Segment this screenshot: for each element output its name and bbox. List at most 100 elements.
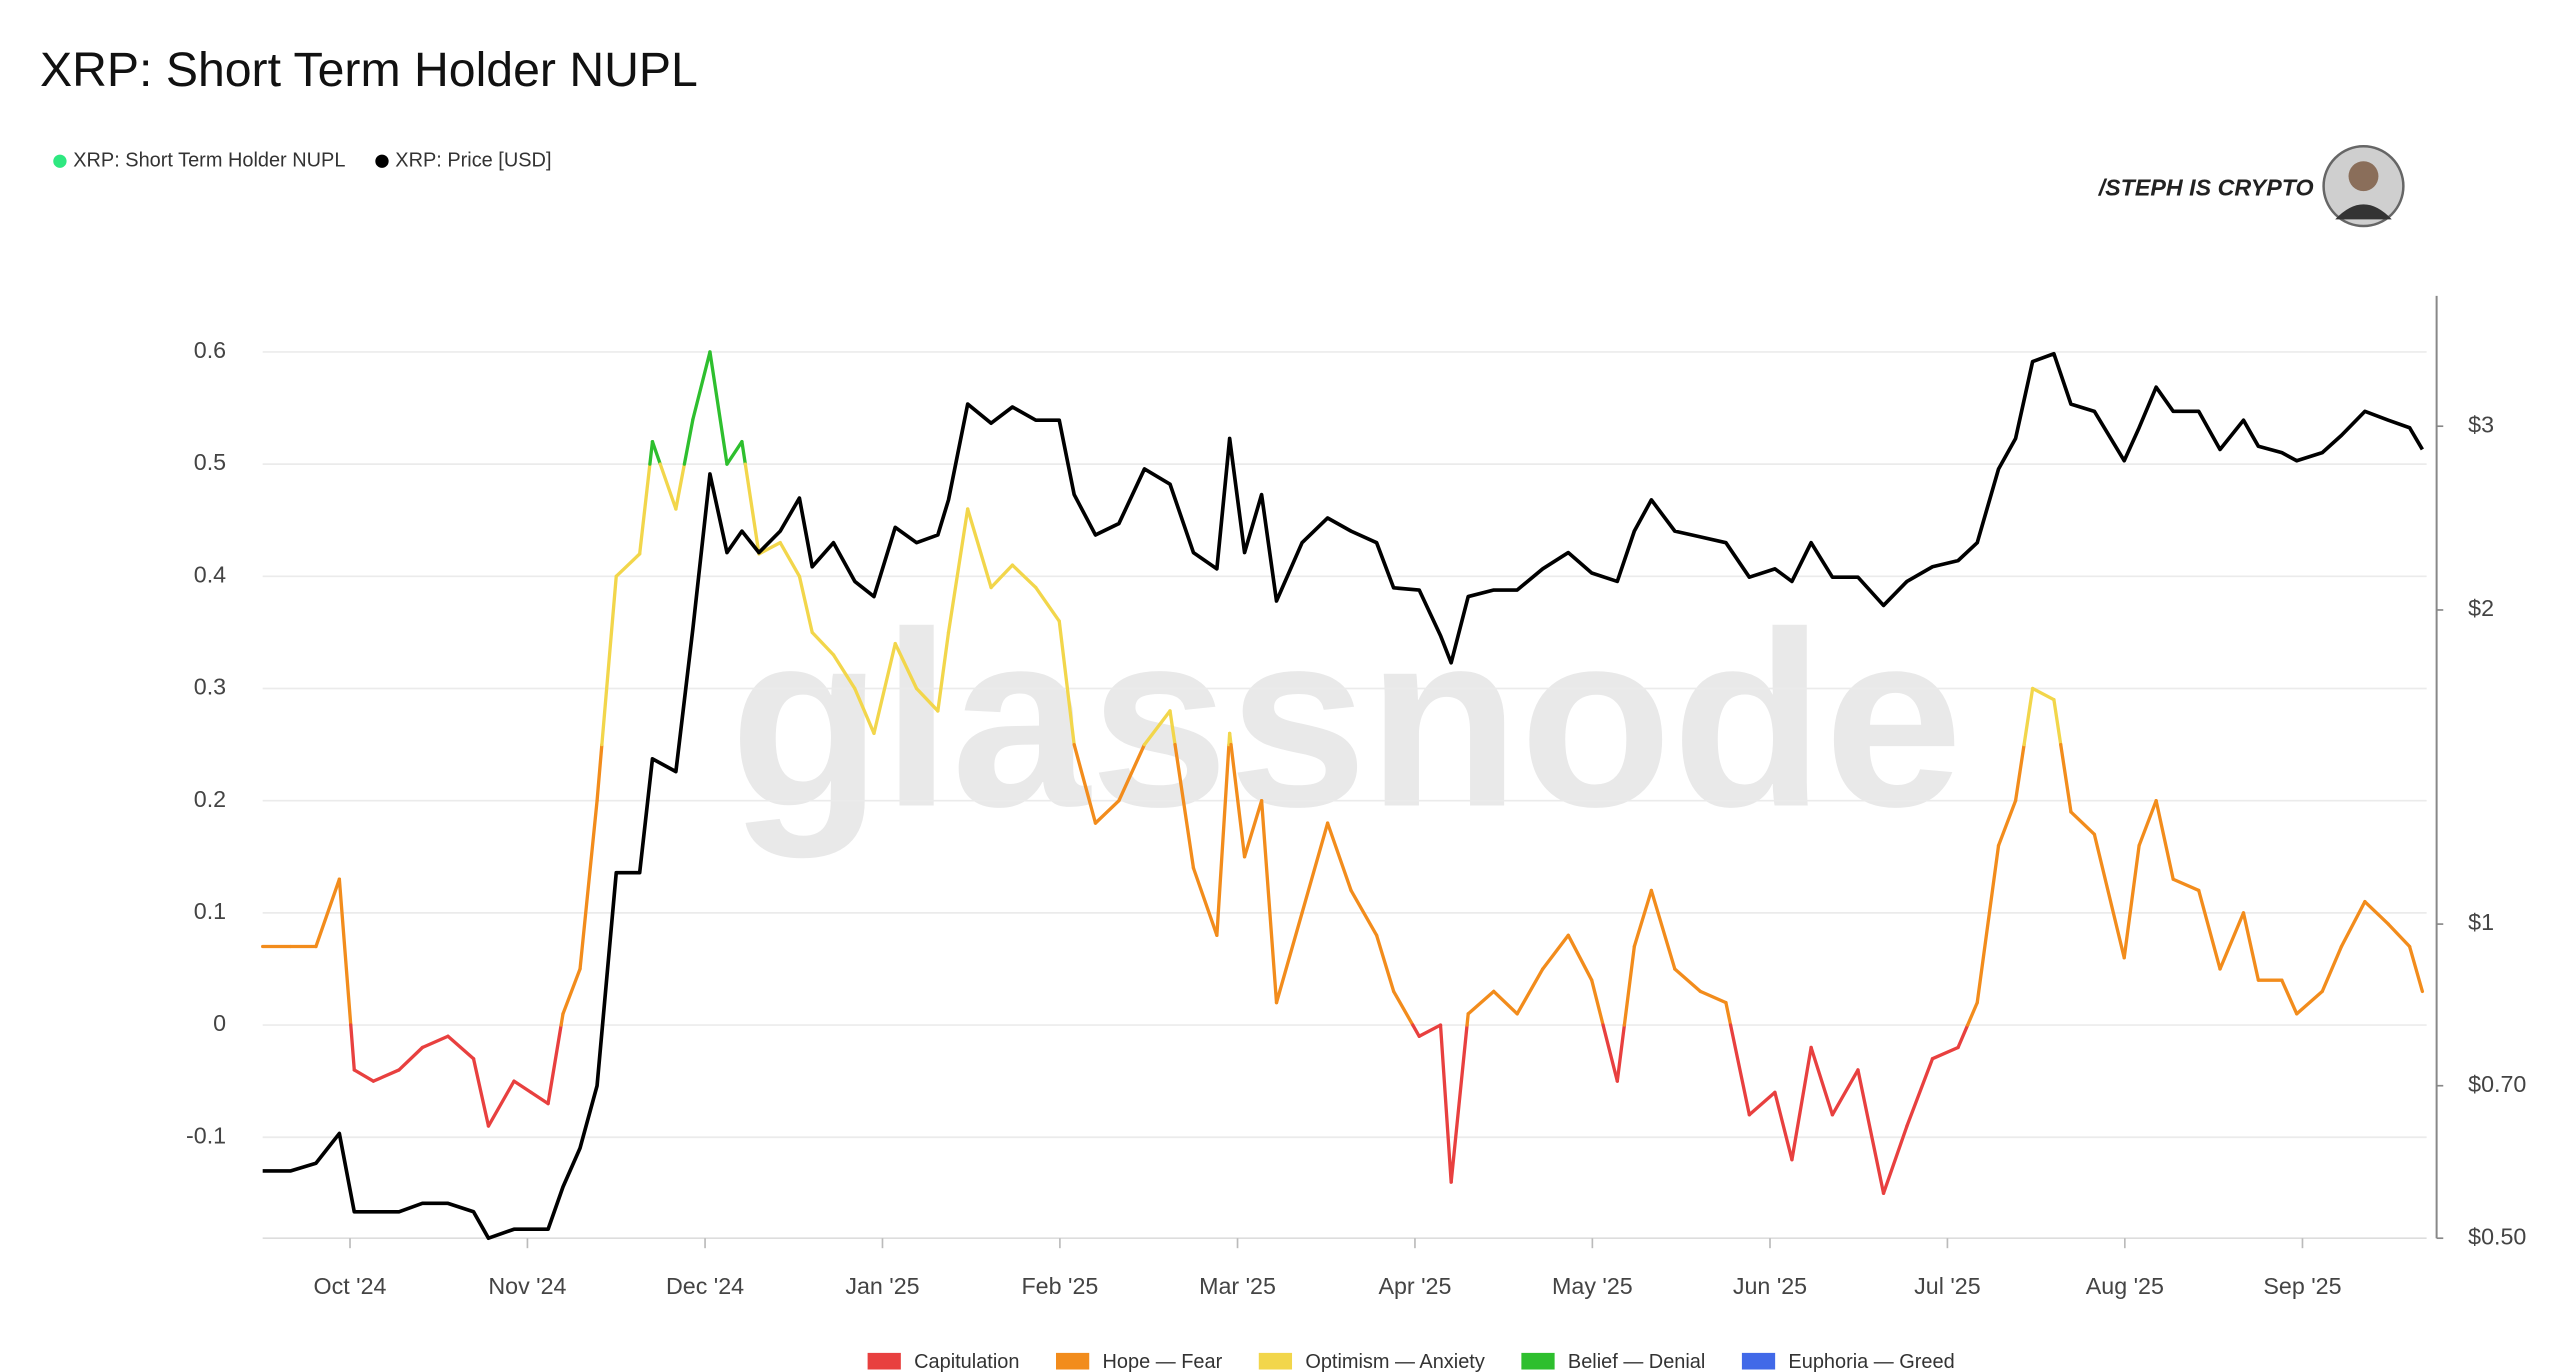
zone-swatch — [1258, 1352, 1293, 1370]
nupl-piece — [1566, 933, 1594, 982]
nupl-segment — [614, 552, 642, 578]
nupl-piece — [810, 630, 836, 657]
nupl-segment — [893, 641, 919, 691]
nupl-segment — [708, 350, 729, 466]
nupl-piece — [2022, 686, 2035, 747]
nupl-piece — [1072, 742, 1098, 825]
chart-title: XRP: Short Term Holder NUPL — [40, 43, 698, 97]
nupl-segment — [740, 440, 761, 556]
y2-tick-label: $0.50 — [2468, 1223, 2526, 1249]
zone-label: Belief — Denial — [1568, 1351, 1705, 1372]
nupl-segment — [2280, 978, 2299, 1016]
nupl-piece — [740, 440, 747, 466]
nupl-piece — [349, 1023, 356, 1072]
x-tick-label: Feb '25 — [1021, 1273, 1098, 1299]
nupl-segment — [674, 417, 695, 511]
nupl-piece — [1010, 563, 1038, 590]
nupl-segment — [1093, 799, 1121, 825]
nupl-piece — [1773, 1090, 1794, 1162]
nupl-segment — [1259, 799, 1279, 1005]
nupl-segment — [1449, 1012, 1470, 1184]
nupl-segment — [989, 563, 1015, 590]
nupl-segment — [1374, 933, 1396, 994]
nupl-segment — [371, 1068, 401, 1083]
nupl-segment — [1466, 989, 1496, 1016]
nupl-piece — [546, 1023, 563, 1106]
nupl-piece — [1034, 585, 1061, 623]
nupl-piece — [2013, 742, 2026, 803]
nupl-segment — [1698, 989, 1728, 1005]
nupl-segment — [650, 440, 678, 511]
zone-label: Optimism — Anxiety — [1305, 1351, 1485, 1372]
nupl-segment — [1590, 978, 1619, 1083]
nupl-segment — [578, 799, 599, 971]
nupl-segment — [1856, 1068, 1886, 1195]
nupl-piece — [2137, 799, 2158, 848]
zone-swatch — [1521, 1352, 1555, 1370]
nupl-piece — [2241, 911, 2261, 982]
y-tick-label: 0 — [213, 1010, 226, 1036]
zone-label: Euphoria — Greed — [1788, 1351, 1954, 1372]
nupl-piece — [578, 799, 599, 971]
nupl-piece — [561, 967, 582, 1016]
nupl-segment — [1515, 967, 1545, 1016]
nupl-piece — [2052, 698, 2063, 747]
nupl-piece — [757, 540, 782, 556]
nupl-segment — [595, 574, 618, 803]
nupl-piece — [1649, 888, 1677, 971]
zone-swatch — [867, 1352, 901, 1370]
nupl-piece — [397, 1045, 425, 1072]
zone-legend-item: Hope — Fear — [1056, 1351, 1223, 1372]
nupl-piece — [600, 574, 618, 747]
nupl-piece — [2069, 810, 2097, 836]
nupl-piece — [674, 462, 687, 511]
x-tick-label: Dec '24 — [666, 1273, 744, 1299]
nupl-segment — [1632, 888, 1654, 949]
nupl-segment — [1566, 933, 1594, 982]
nupl-piece — [1975, 843, 2001, 1005]
nupl-piece — [446, 1034, 476, 1061]
zone-legend-item: Belief — Denial — [1521, 1351, 1705, 1372]
nupl-piece — [1168, 709, 1177, 747]
nupl-segment — [1790, 1045, 1813, 1162]
nupl-piece — [778, 540, 802, 578]
nupl-segment — [420, 1034, 450, 1050]
legend-marker — [53, 154, 67, 168]
avatar-body — [2335, 204, 2392, 220]
nupl-piece — [2122, 843, 2141, 960]
nupl-piece — [1300, 821, 1330, 915]
nupl-segment — [1191, 866, 1219, 937]
nupl-segment — [2339, 899, 2367, 949]
nupl-segment — [2241, 911, 2261, 982]
avatar-head — [2348, 161, 2379, 192]
nupl-segment — [2295, 989, 2324, 1016]
nupl-piece — [471, 1057, 491, 1128]
nupl-piece — [1449, 1023, 1469, 1184]
nupl-segment — [1809, 1045, 1835, 1117]
nupl-piece — [1274, 911, 1304, 1005]
nupl-segment — [797, 574, 814, 635]
y-tick-label: -0.1 — [186, 1122, 226, 1148]
nupl-segment — [2052, 698, 2073, 814]
nupl-segment — [757, 540, 782, 556]
nupl-piece — [529, 1090, 550, 1106]
nupl-piece — [658, 462, 678, 511]
y-tick-label: 0.2 — [194, 786, 226, 812]
nupl-piece — [1492, 989, 1519, 1016]
nupl-piece — [708, 350, 729, 466]
y2-tick-label: $3 — [2468, 411, 2494, 437]
nupl-segment — [2171, 877, 2201, 893]
nupl-segment — [1274, 911, 1304, 1005]
nupl-segment — [1724, 1000, 1752, 1117]
nupl-segment — [946, 507, 970, 635]
nupl-piece — [853, 686, 876, 736]
legend-label: XRP: Short Term Holder NUPL — [73, 149, 345, 171]
nupl-piece — [1465, 1012, 1470, 1027]
nupl-segment — [2197, 888, 2222, 971]
nupl-piece — [2363, 899, 2390, 926]
nupl-piece — [1142, 709, 1172, 747]
nupl-piece — [1325, 821, 1353, 893]
nupl-piece — [682, 417, 695, 466]
nupl-piece — [2218, 911, 2246, 971]
zone-legend-item: Capitulation — [867, 1351, 1019, 1372]
